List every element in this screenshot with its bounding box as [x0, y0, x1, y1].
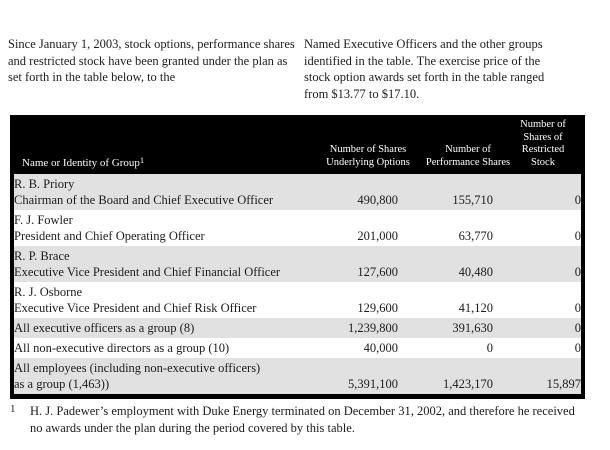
column-header-name-or-identity: Name or Identity of Group1 — [22, 154, 144, 170]
restricted-stock-value: 15,897 — [546, 377, 581, 391]
column-header-restricted-stock: Number of Shares of Restricted Stock — [520, 119, 566, 168]
table-row-fowler: F. J. Fowler President and Chief Operati… — [14, 210, 581, 246]
table-row-all-executive-officers: All executive officers as a group (8) 1,… — [14, 318, 581, 338]
table-row-non-executive-directors: All non-executive directors as a group (… — [14, 338, 581, 358]
options-value: 40,000 — [363, 341, 398, 355]
table-header-band: Name or Identity of Group1 Number of Sha… — [14, 119, 581, 174]
restricted-stock-value: 0 — [574, 193, 581, 207]
options-value: 201,000 — [357, 229, 398, 243]
table-row-all-employees: All employees (including non-executive o… — [14, 358, 581, 394]
column-header-shares-underlying-options: Number of Shares Underlying Options — [326, 144, 410, 168]
restricted-stock-value: 0 — [574, 321, 581, 335]
table-row-osborne: R. J. Osborne Executive Vice President a… — [14, 282, 581, 318]
options-value: 1,239,800 — [348, 321, 398, 335]
group-name: R. J. Osborne — [14, 285, 83, 299]
options-value: 5,391,100 — [348, 377, 398, 391]
performance-shares-value: 1,423,170 — [443, 377, 493, 391]
table-body: R. B. Priory Chairman of the Board and C… — [14, 174, 581, 394]
group-title: Chairman of the Board and Chief Executiv… — [14, 193, 274, 207]
column-header-name-label: Name or Identity of Group — [22, 156, 140, 169]
intro-paragraph-left: Since January 1, 2003, stock options, pe… — [8, 37, 295, 84]
group-name: R. B. Priory — [14, 177, 75, 191]
group-name: F. J. Fowler — [14, 213, 73, 227]
group-name: All non-executive directors as a group (… — [14, 341, 230, 355]
group-title: Executive Vice President and Chief Finan… — [14, 265, 281, 279]
performance-shares-value: 40,480 — [458, 265, 493, 279]
restricted-stock-value: 0 — [574, 341, 581, 355]
options-value: 129,600 — [357, 301, 398, 315]
table-row-priory: R. B. Priory Chairman of the Board and C… — [14, 174, 581, 210]
intro-paragraph-right: Named Executive Officers and the other g… — [304, 37, 545, 101]
column-header-performance-shares: Number of Performance Shares — [425, 144, 511, 168]
performance-shares-value: 391,630 — [452, 321, 493, 335]
performance-shares-value: 41,120 — [458, 301, 493, 315]
restricted-stock-value: 0 — [574, 265, 581, 279]
group-name: All employees (including non-executive o… — [14, 361, 261, 375]
restricted-stock-value: 0 — [574, 229, 581, 243]
performance-shares-value: 0 — [486, 341, 493, 355]
footnote-marker: 1 — [10, 403, 16, 415]
footnote: 1 H. J. Padewer’s employment with Duke E… — [8, 403, 583, 437]
footnote-text: H. J. Padewer’s employment with Duke Ene… — [30, 404, 575, 435]
options-value: 127,600 — [357, 265, 398, 279]
group-title: President and Chief Operating Officer — [14, 229, 205, 243]
group-name: All executive officers as a group (8) — [14, 321, 195, 335]
performance-shares-value: 63,770 — [458, 229, 493, 243]
table-row-brace: R. P. Brace Executive Vice President and… — [14, 246, 581, 282]
performance-shares-value: 155,710 — [452, 193, 493, 207]
group-title: as a group (1,463)) — [14, 377, 110, 391]
restricted-stock-value: 0 — [574, 301, 581, 315]
group-name: R. P. Brace — [14, 249, 70, 263]
options-value: 490,800 — [357, 193, 398, 207]
stock-awards-table: Name or Identity of Group1 Number of Sha… — [10, 115, 585, 399]
footnote-reference-mark: 1 — [139, 154, 145, 165]
group-title: Executive Vice President and Chief Risk … — [14, 301, 257, 315]
